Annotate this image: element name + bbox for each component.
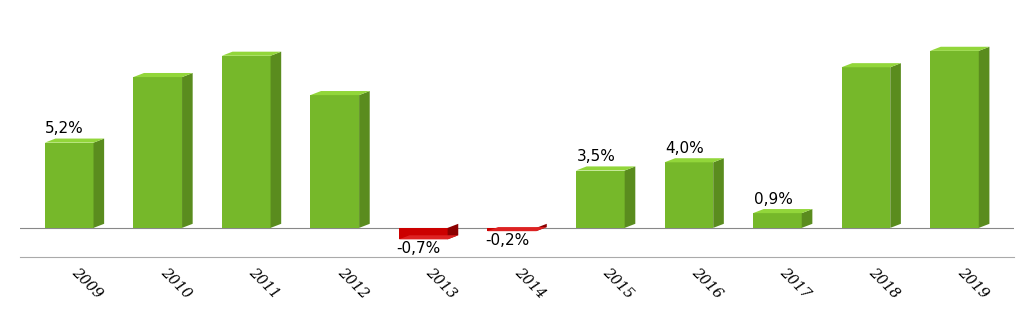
Text: 3,5%: 3,5%	[577, 149, 615, 164]
Polygon shape	[310, 91, 370, 95]
Polygon shape	[665, 158, 724, 162]
Polygon shape	[270, 52, 282, 228]
Polygon shape	[45, 143, 93, 228]
Polygon shape	[575, 171, 625, 228]
Text: -0,2%: -0,2%	[485, 233, 529, 248]
Polygon shape	[753, 209, 812, 213]
Polygon shape	[487, 228, 537, 231]
Polygon shape	[133, 77, 182, 228]
Polygon shape	[310, 95, 359, 228]
Polygon shape	[359, 91, 370, 228]
Polygon shape	[222, 52, 282, 56]
Polygon shape	[93, 139, 104, 228]
Text: 4,0%: 4,0%	[665, 141, 703, 156]
Polygon shape	[447, 224, 459, 239]
Polygon shape	[625, 166, 635, 228]
Text: 0,9%: 0,9%	[754, 192, 793, 207]
Polygon shape	[182, 73, 193, 228]
Polygon shape	[842, 67, 890, 228]
Polygon shape	[399, 228, 447, 239]
Polygon shape	[537, 224, 547, 231]
Polygon shape	[399, 235, 459, 239]
Polygon shape	[575, 166, 635, 171]
Polygon shape	[133, 73, 193, 77]
Polygon shape	[842, 63, 901, 67]
Polygon shape	[753, 213, 802, 228]
Polygon shape	[890, 63, 901, 228]
Polygon shape	[487, 227, 547, 231]
Polygon shape	[45, 139, 104, 143]
Polygon shape	[713, 158, 724, 228]
Polygon shape	[979, 47, 989, 228]
Polygon shape	[930, 51, 979, 228]
Text: 5,2%: 5,2%	[45, 121, 84, 136]
Text: -0,7%: -0,7%	[396, 241, 441, 256]
Polygon shape	[222, 56, 270, 228]
Polygon shape	[930, 47, 989, 51]
Polygon shape	[802, 209, 812, 228]
Polygon shape	[665, 162, 713, 228]
